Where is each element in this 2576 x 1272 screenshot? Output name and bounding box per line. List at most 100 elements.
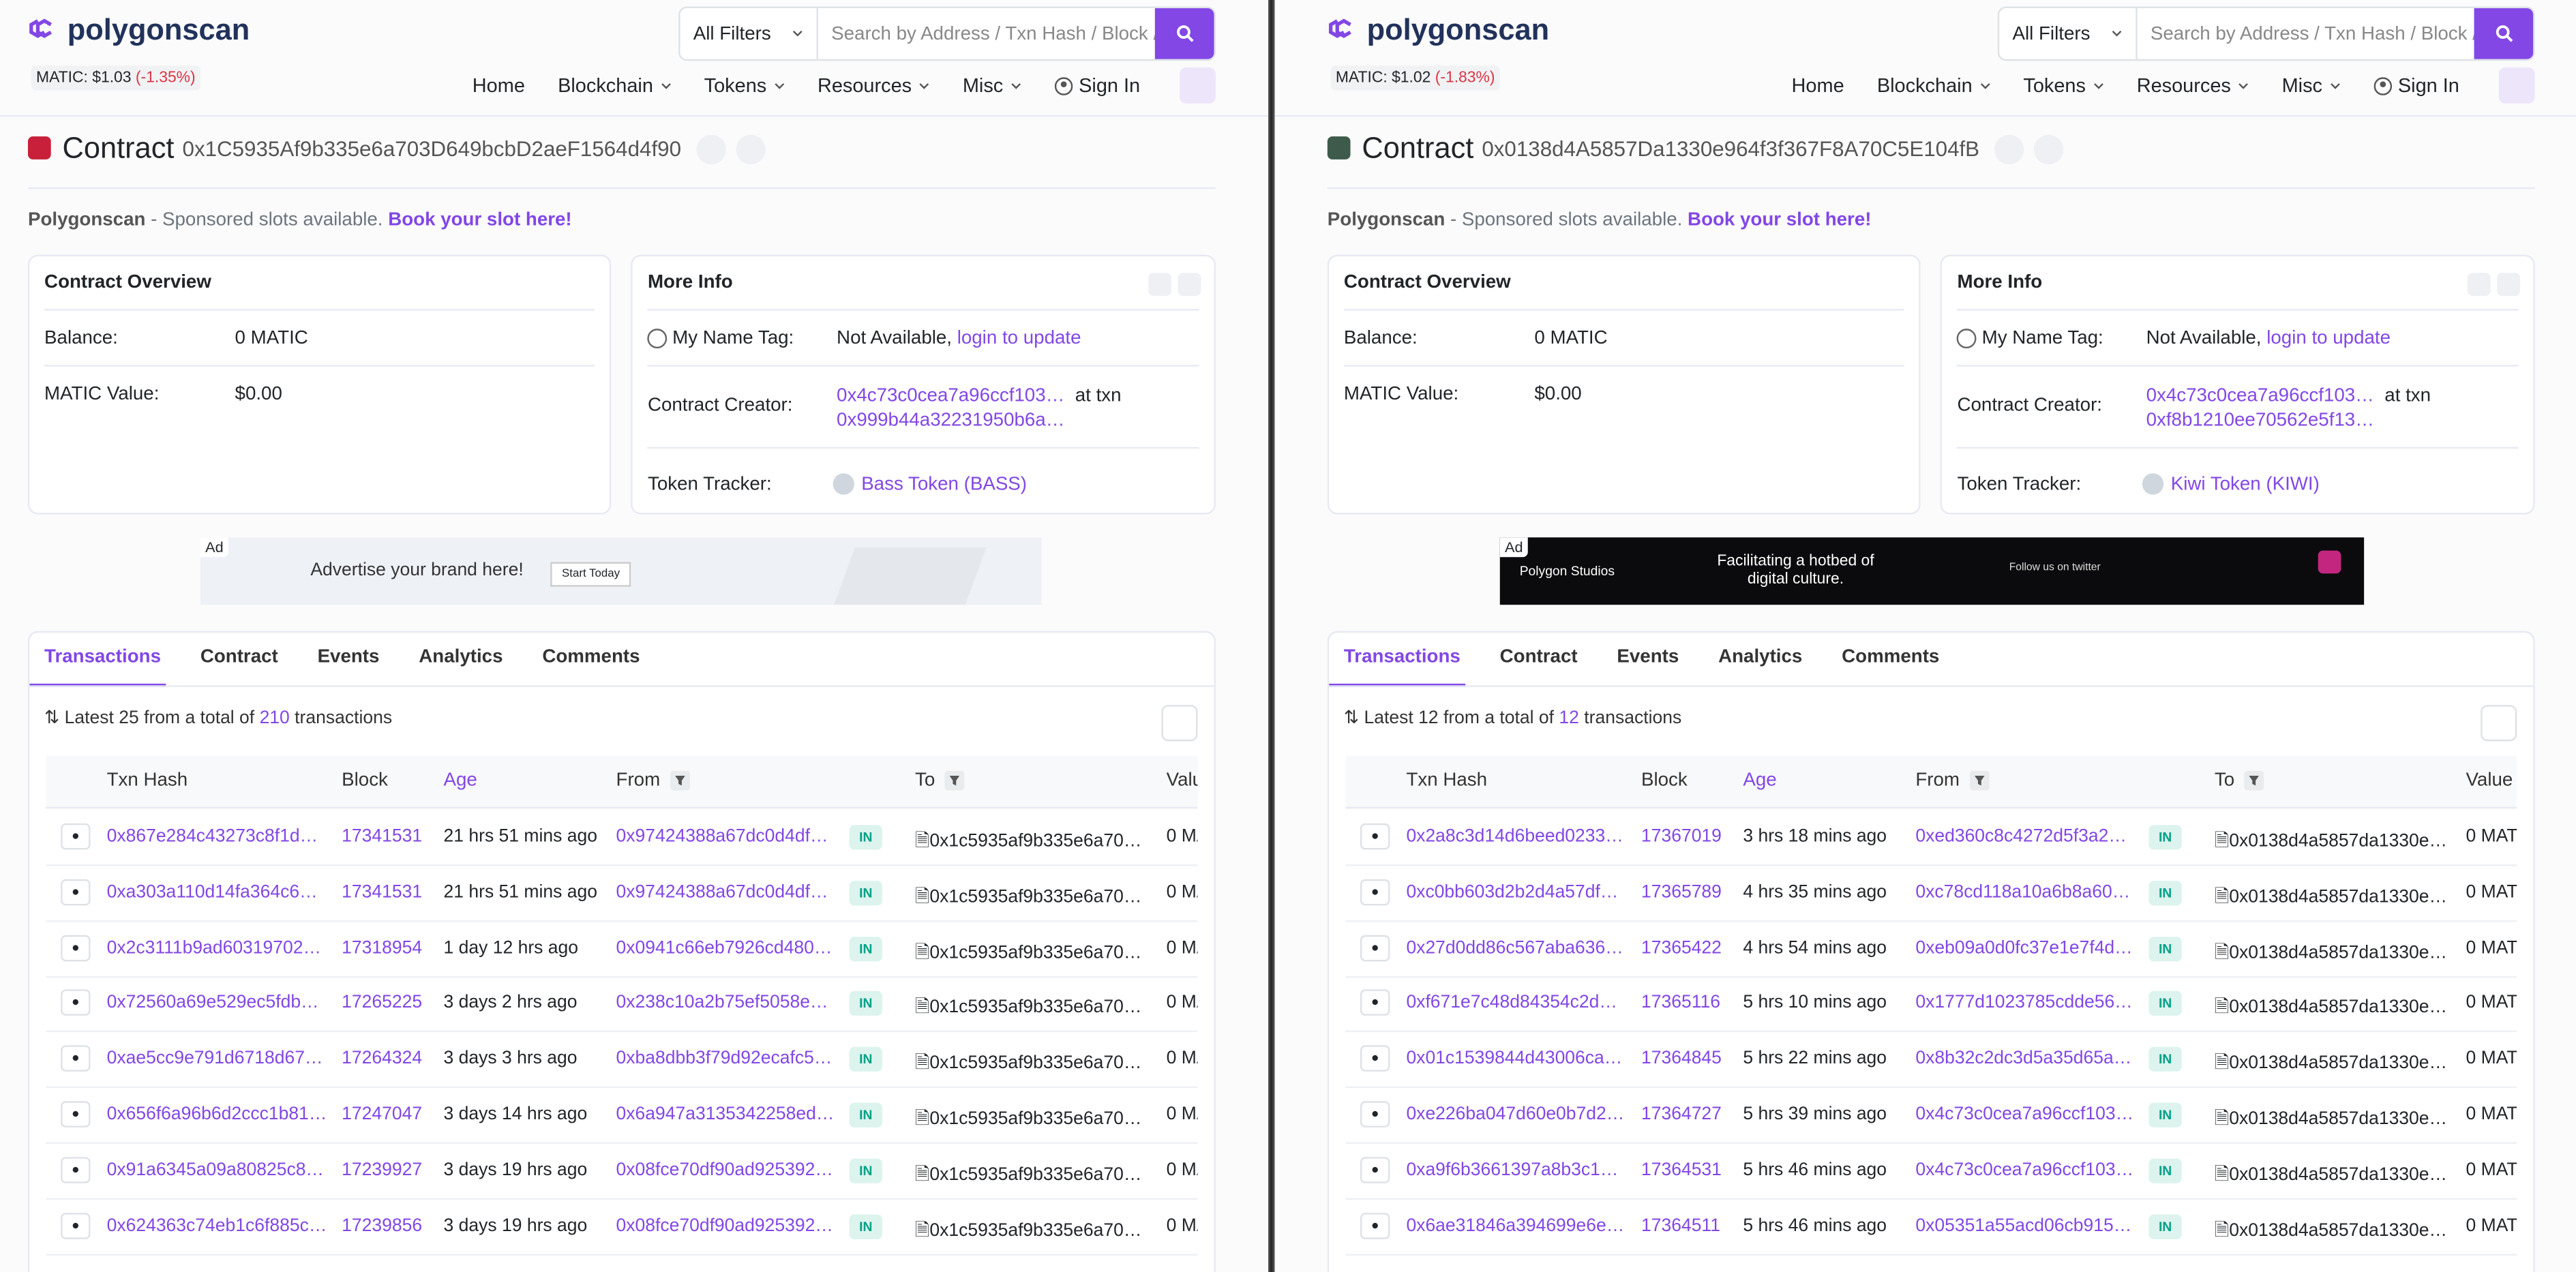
block[interactable]: 17265225 [342, 993, 423, 1014]
filter-icon[interactable] [1969, 770, 1990, 791]
view-button[interactable]: ● [1360, 1045, 1390, 1072]
creator-txn[interactable]: 0xf8b1210ee70562e5f13… [2146, 410, 2374, 431]
view-button[interactable]: ● [1360, 990, 1390, 1016]
token-link[interactable]: Bass Token (BASS) [861, 474, 1028, 494]
from-address[interactable]: 0x4c73c0cea7a96ccf103… [1915, 1104, 2134, 1125]
sponsor-link[interactable]: Book your slot here! [1688, 210, 1872, 230]
view-button[interactable]: ● [1360, 823, 1390, 850]
copy-button[interactable] [1994, 134, 2024, 164]
from-address[interactable]: 0x6a947a3135342258ed… [616, 1104, 835, 1125]
from-address[interactable]: 0x97424388a67dc0d4df… [616, 826, 828, 847]
txn-hash[interactable]: 0xae5cc9e791d6718d67… [106, 1048, 323, 1069]
network-button[interactable] [2498, 67, 2535, 104]
view-button[interactable]: ● [61, 879, 91, 905]
txn-hash[interactable]: 0xa303a110d14fa364c6… [106, 882, 318, 903]
nav-item[interactable]: Resources [2137, 74, 2249, 97]
tab[interactable]: Events [1617, 647, 1679, 667]
txn-hash[interactable]: 0x6ae31846a394699e6e… [1406, 1215, 1625, 1236]
from-address[interactable]: 0x97424388a67dc0d4df… [616, 882, 828, 903]
qr-button[interactable] [735, 134, 765, 164]
nav-item[interactable]: Tokens [704, 74, 785, 97]
creator-address[interactable]: 0x4c73c0cea7a96ccf103… [2146, 386, 2374, 406]
view-button[interactable]: ● [1360, 1101, 1390, 1127]
from-address[interactable]: 0x0941c66eb7926cd480… [616, 937, 833, 958]
nav-item[interactable]: Sign In [2373, 74, 2459, 97]
view-button[interactable]: ● [61, 823, 91, 850]
more-button[interactable] [2481, 705, 2517, 742]
network-button[interactable] [1179, 67, 1216, 104]
view-button[interactable]: ● [61, 990, 91, 1016]
nav-item[interactable]: Misc [2282, 74, 2341, 97]
from-address[interactable]: 0x1777d1023785cdde56… [1915, 993, 2133, 1014]
from-address[interactable]: 0xed360c8c4272d5f3a2… [1915, 826, 2127, 847]
block[interactable]: 17367019 [1641, 826, 1722, 847]
view-button[interactable]: ● [61, 1101, 91, 1127]
view-button[interactable]: ● [61, 934, 91, 961]
view-button[interactable]: ● [61, 1212, 91, 1239]
view-button[interactable]: ● [61, 1156, 91, 1183]
ad-banner[interactable]: Ad Polygon Studios Facilitating a hotbed o… [1499, 537, 2365, 605]
from-address[interactable]: 0x8b32c2dc3d5a35d65a… [1915, 1048, 2132, 1069]
more-button[interactable] [2497, 273, 2520, 296]
tab[interactable]: Analytics [1718, 647, 1803, 667]
from-address[interactable]: 0xc78cd118a10a6b8a60… [1915, 882, 2131, 903]
block[interactable]: 17264324 [342, 1048, 423, 1069]
favorite-button[interactable] [2467, 273, 2491, 296]
txn-hash[interactable]: 0x2a8c3d14d6beed0233… [1406, 826, 1623, 847]
from-address[interactable]: 0x238c10a2b75ef5058e… [616, 993, 828, 1014]
txn-hash[interactable]: 0x867e284c43273c8f1d… [106, 826, 318, 847]
search-input[interactable]: Search by Address / Txn Hash / Block / T… [2138, 8, 2474, 59]
creator-address[interactable]: 0x4c73c0cea7a96ccf103… [837, 386, 1065, 406]
more-button[interactable] [1178, 273, 1201, 296]
more-button[interactable] [1161, 705, 1198, 742]
block[interactable]: 17364531 [1641, 1160, 1722, 1180]
nav-item[interactable]: Misc [963, 74, 1021, 97]
block[interactable]: 17318954 [342, 937, 423, 958]
block[interactable]: 17341531 [342, 882, 423, 903]
txn-hash[interactable]: 0xe226ba047d60e0b7d2… [1406, 1104, 1625, 1125]
from-address[interactable]: 0x4c73c0cea7a96ccf103… [1915, 1160, 2134, 1180]
token-link[interactable]: Kiwi Token (KIWI) [2170, 474, 2320, 494]
tab[interactable]: Analytics [419, 647, 503, 667]
creator-txn[interactable]: 0x999b44a32231950b6a… [837, 410, 1065, 431]
from-address[interactable]: 0x05351a55acd06cb915… [1915, 1215, 2132, 1236]
tab[interactable]: Transactions [44, 647, 162, 667]
txn-hash[interactable]: 0x2c3111b9ad60319702… [106, 937, 322, 958]
view-button[interactable]: ● [1360, 934, 1390, 961]
txn-hash[interactable]: 0xc0bb603d2b2d4a57df… [1406, 882, 1619, 903]
ad-banner[interactable]: Ad Advertise your brand here! Start Today [200, 537, 1042, 605]
tab[interactable]: Events [317, 647, 380, 667]
txn-hash[interactable]: 0x624363c74eb1c6f885c… [106, 1215, 327, 1236]
filter-select[interactable]: All Filters [1999, 8, 2138, 59]
search-input[interactable]: Search by Address / Txn Hash / Block / T… [818, 8, 1155, 59]
txn-hash[interactable]: 0x72560a69e529ec5fdb… [106, 993, 319, 1014]
block[interactable]: 17239856 [342, 1215, 423, 1236]
tab[interactable]: Comments [542, 647, 640, 667]
tab[interactable]: Contract [200, 647, 278, 667]
view-button[interactable]: ● [61, 1045, 91, 1072]
tab[interactable]: Transactions [1343, 647, 1461, 667]
favorite-button[interactable] [1148, 273, 1171, 296]
block[interactable]: 17364511 [1641, 1215, 1720, 1236]
block[interactable]: 17239927 [342, 1160, 423, 1180]
nav-item[interactable]: Resources [818, 74, 930, 97]
from-address[interactable]: 0x08fce70df90ad925392… [616, 1215, 833, 1236]
block[interactable]: 17365789 [1641, 882, 1722, 903]
sponsor-link[interactable]: Book your slot here! [388, 210, 572, 230]
txn-hash[interactable]: 0x01c1539844d43006ca… [1406, 1048, 1623, 1069]
qr-button[interactable] [2033, 134, 2063, 164]
txn-hash[interactable]: 0x656f6a96b6d2ccc1b81… [106, 1104, 327, 1125]
nav-item[interactable]: Blockchain [1877, 74, 1990, 97]
block[interactable]: 17341531 [342, 826, 423, 847]
view-button[interactable]: ● [1360, 879, 1390, 905]
nav-item[interactable]: Tokens [2023, 74, 2103, 97]
view-button[interactable]: ● [1360, 1156, 1390, 1183]
filter-icon[interactable] [2244, 770, 2264, 791]
login-link[interactable]: login to update [2266, 329, 2391, 349]
block[interactable]: 17364727 [1641, 1104, 1722, 1125]
tab[interactable]: Comments [1842, 647, 1940, 667]
from-address[interactable]: 0x08fce70df90ad925392… [616, 1160, 833, 1180]
txn-hash[interactable]: 0xa9f6b3661397a8b3c1… [1406, 1160, 1619, 1180]
block[interactable]: 17364845 [1641, 1048, 1722, 1069]
ad-button[interactable]: Start Today [550, 562, 631, 587]
